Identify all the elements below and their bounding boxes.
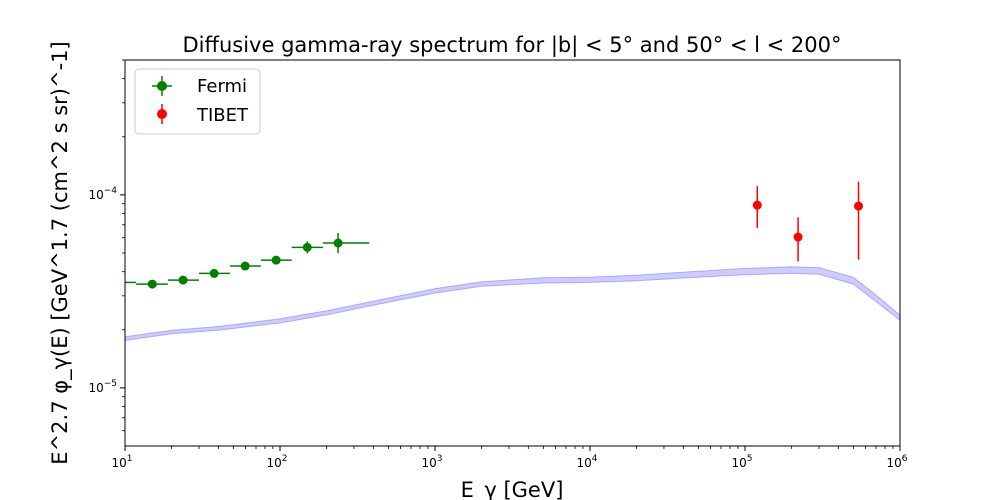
fermi-point-4 (271, 255, 281, 265)
legend-fermi-label: Fermi (197, 76, 247, 97)
tibet-point-1 (793, 232, 803, 242)
x-tick-label-4: 105 (731, 454, 752, 470)
x-tick-label-0: 101 (111, 454, 132, 470)
fermi-point-2 (209, 268, 219, 278)
fermi-point-3 (240, 261, 250, 271)
legend-item-fermi: Fermi (152, 76, 247, 97)
legend-item-tibet: TIBET (157, 104, 249, 126)
x-tick-label-1: 102 (266, 454, 287, 470)
chart-title: Diffusive gamma-ray spectrum for |b| < 5… (182, 33, 841, 58)
legend-tibet-label: TIBET (196, 105, 249, 126)
legend-fermi-marker (157, 81, 167, 91)
legend: Fermi TIBET (134, 68, 261, 135)
y-axis-label: E^2.7 φ_γ(E) [GeV^1.7 (cm^2 s sr)^-1] (48, 41, 73, 464)
fermi-point-6 (333, 238, 343, 248)
fermi-point-5 (302, 242, 312, 252)
x-tick-label-2: 103 (421, 454, 442, 470)
x-tick-label-5: 106 (886, 454, 907, 470)
x-axis-label: E_γ [GeV] (461, 478, 564, 500)
series-fermi (125, 232, 370, 289)
tibet-point-2 (854, 201, 864, 211)
x-tick-label-3: 104 (576, 454, 597, 470)
fermi-point-0 (147, 279, 157, 289)
y-tick-label-0: 10−5 (88, 379, 117, 395)
legend-tibet-marker (157, 109, 167, 119)
model-band (125, 266, 900, 342)
tibet-point-0 (752, 200, 762, 210)
fermi-point-1 (178, 275, 188, 285)
y-tick-label-1: 10−4 (88, 186, 117, 202)
series-tibet (752, 181, 864, 262)
plot-area (125, 181, 900, 342)
